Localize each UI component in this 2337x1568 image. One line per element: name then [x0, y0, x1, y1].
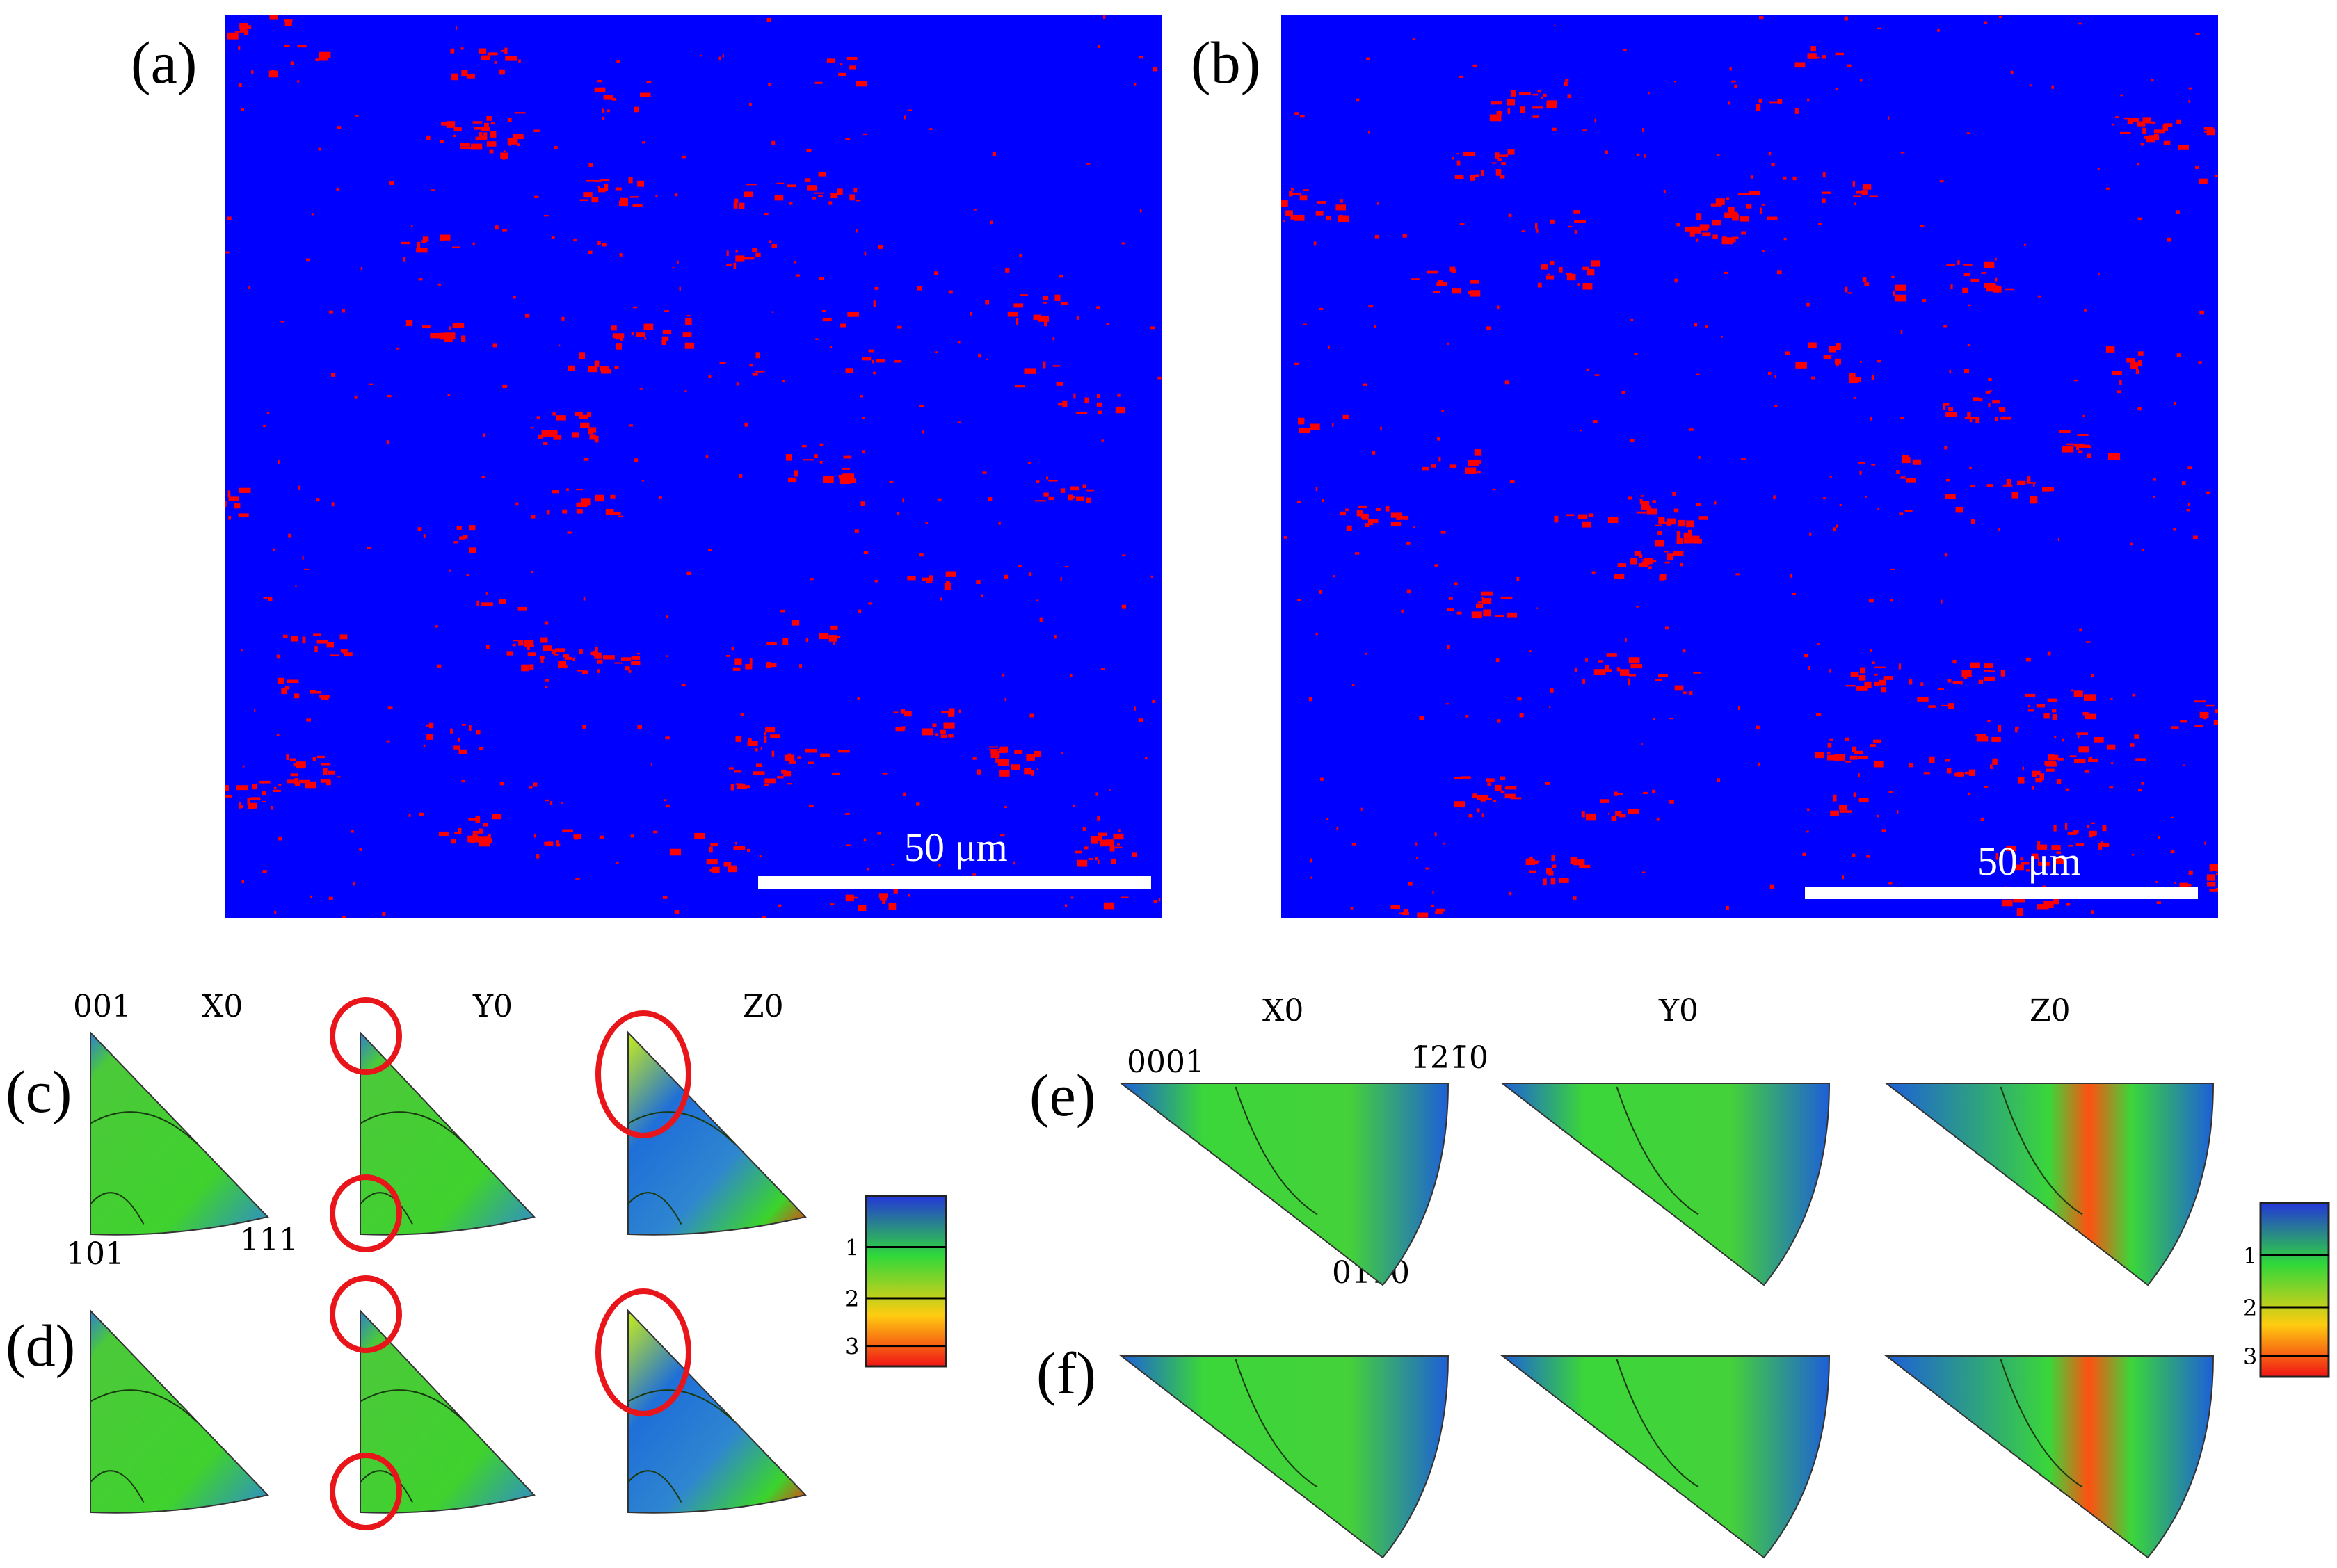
ipf-hex-e-y0 — [1500, 1083, 1831, 1286]
highlight-circle-c-y0-bottom — [330, 1174, 402, 1252]
colorbar-right-tick-2: 2 — [2243, 1295, 2257, 1321]
ipf-hex-e-z0 — [1884, 1083, 2215, 1286]
corner-label-0001: 0001 — [1127, 1044, 1205, 1080]
colorbar-left: 1 2 3 — [845, 1195, 947, 1368]
scale-bar-b — [1805, 887, 2198, 899]
scale-bar-a — [758, 876, 1151, 889]
map-background — [1281, 15, 2218, 918]
phase-map-a — [225, 15, 1162, 918]
panel-label-e: (e) — [1029, 1062, 1096, 1129]
colorbar-left-tick-1: 1 — [845, 1235, 859, 1261]
ipf-hex-f-z0 — [1884, 1355, 2215, 1559]
panel-label-b: (b) — [1191, 29, 1261, 96]
ipf-cubic-c-z0 — [627, 1030, 807, 1236]
ipf-cubic-d-x0 — [90, 1309, 269, 1514]
hex-header-z0: Z0 — [2030, 993, 2071, 1028]
corner-label-001: 001 — [73, 989, 131, 1024]
corner-label-111: 111 — [240, 1222, 298, 1258]
corner-label-1210: 1̄21̄0 — [1411, 1040, 1488, 1076]
colorbar-left-tick-3: 3 — [845, 1334, 859, 1360]
cubic-header-x0: X0 — [202, 989, 243, 1024]
ipf-cubic-d-y0 — [360, 1309, 536, 1514]
colorbar-right-tick-1: 1 — [2243, 1243, 2257, 1269]
phase-map-b — [1281, 15, 2218, 918]
cubic-header-y0: Y0 — [473, 989, 513, 1024]
panel-label-a: (a) — [131, 29, 198, 96]
panel-label-f: (f) — [1036, 1340, 1096, 1407]
colorbar-left-tick-2: 2 — [845, 1286, 859, 1312]
colorbar-right: 1 2 3 — [2243, 1202, 2330, 1378]
highlight-circle-c-y0-top — [330, 997, 402, 1075]
colorbar-right-tick-3: 3 — [2243, 1343, 2257, 1370]
highlight-circle-c-z0 — [595, 1010, 691, 1138]
second-phase-particles — [1281, 15, 2218, 918]
hex-header-x0: X0 — [1262, 993, 1304, 1028]
ipf-hex-e-x0 — [1119, 1083, 1449, 1286]
highlight-circle-d-z0 — [595, 1288, 691, 1416]
ipf-cubic-c-y0 — [360, 1030, 536, 1236]
ipf-hex-f-y0 — [1500, 1355, 1831, 1559]
highlight-circle-d-y0-bottom — [330, 1453, 402, 1530]
hex-header-y0: Y0 — [1659, 993, 1699, 1028]
panel-label-c: (c) — [6, 1058, 72, 1125]
panel-label-d: (d) — [6, 1312, 76, 1379]
scale-bar-label-a: 50 μm — [904, 825, 1008, 870]
ipf-hex-f-x0 — [1119, 1355, 1449, 1559]
cubic-header-z0: Z0 — [743, 989, 784, 1024]
second-phase-particles — [225, 15, 1162, 918]
ipf-cubic-c-x0 — [90, 1030, 269, 1236]
map-background — [225, 15, 1162, 918]
highlight-circle-d-y0-top — [330, 1275, 402, 1353]
corner-label-101: 101 — [66, 1236, 125, 1272]
scale-bar-label-b: 50 μm — [1977, 839, 2081, 884]
